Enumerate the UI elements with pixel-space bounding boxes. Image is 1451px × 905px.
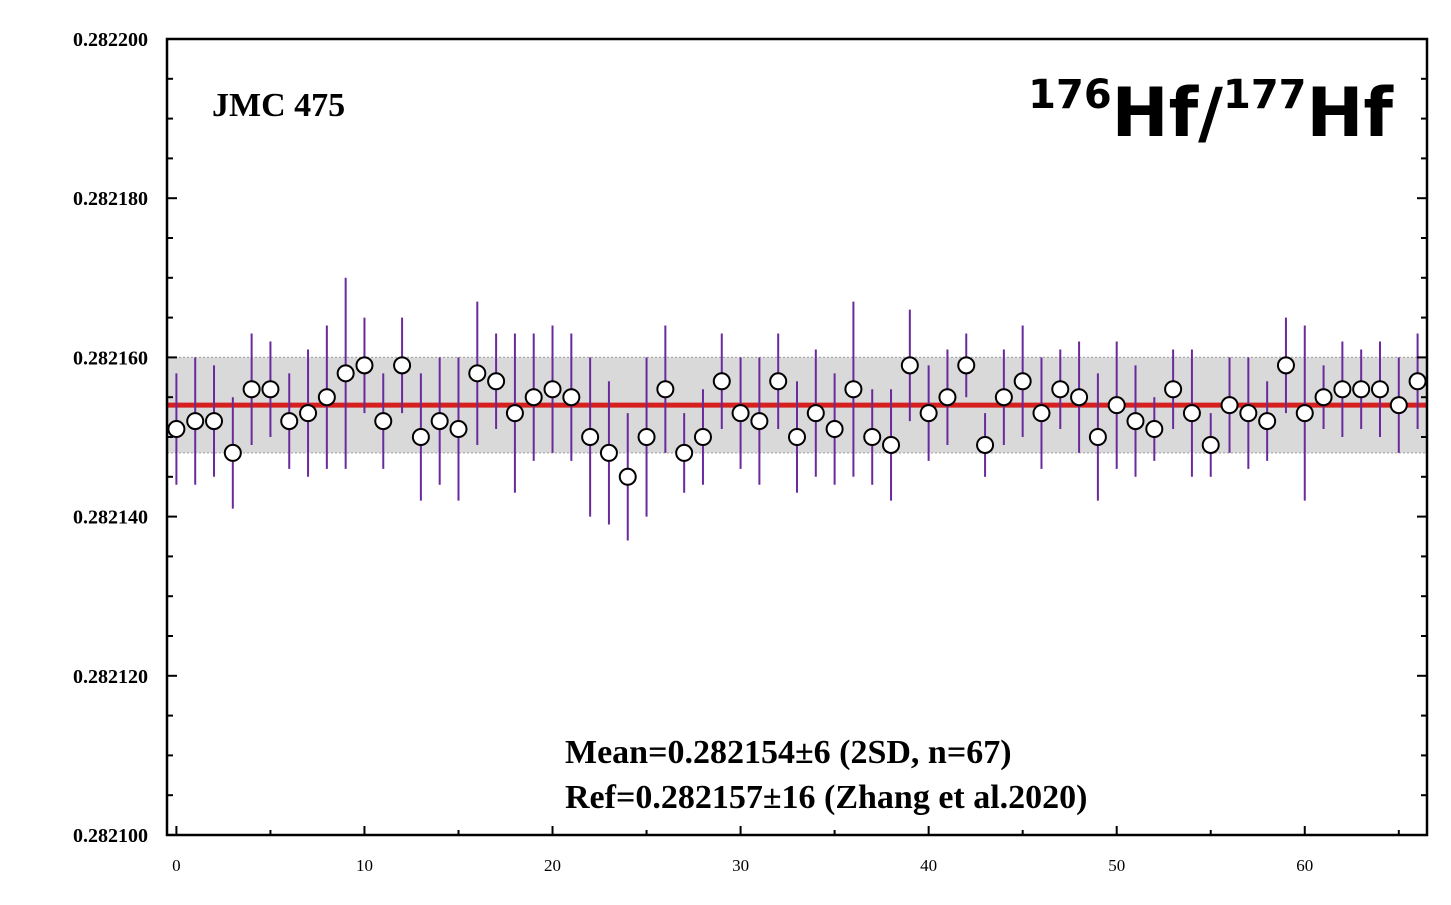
data-point: [919, 404, 938, 423]
stats-mean-text: Mean=0.282154±6 (2SD, n=67): [565, 734, 1012, 771]
data-point: [599, 443, 618, 462]
sample-label: JMC 475: [212, 87, 345, 124]
data-point: [1164, 380, 1183, 399]
data-point: [1352, 380, 1371, 399]
data-point: [1408, 372, 1427, 391]
stats-ref-text: Ref=0.282157±16 (Zhang et al.2020): [565, 779, 1088, 816]
data-point: [1145, 420, 1164, 439]
data-point: [806, 404, 825, 423]
data-point: [299, 404, 318, 423]
data-point: [712, 372, 731, 391]
data-point: [693, 428, 712, 446]
data-point: [1333, 380, 1352, 399]
data-point: [581, 428, 600, 446]
y-tick-label: 0.282120: [73, 666, 148, 688]
data-point: [562, 388, 581, 407]
ratio-label: 176Hf/177Hf: [1028, 72, 1394, 153]
data-point: [393, 356, 412, 375]
data-point: [994, 388, 1013, 407]
data-point: [261, 380, 280, 399]
ratio-separator: /: [1198, 74, 1223, 153]
data-point: [280, 412, 299, 431]
y-tick-label: 0.282160: [73, 347, 148, 369]
data-point: [543, 380, 562, 399]
x-tick-label: 50: [1108, 856, 1125, 875]
data-point: [1258, 412, 1277, 431]
data-point: [1107, 396, 1126, 415]
data-point: [1389, 396, 1408, 415]
data-point: [336, 364, 355, 383]
data-point: [1239, 404, 1258, 423]
data-point: [223, 443, 242, 462]
data-point: [1032, 404, 1051, 423]
data-point: [1126, 412, 1145, 431]
x-tick-label: 20: [544, 856, 561, 875]
data-point: [1201, 435, 1220, 454]
data-point: [524, 388, 543, 407]
data-point: [844, 380, 863, 399]
data-point: [317, 388, 336, 407]
data-point: [411, 428, 430, 446]
y-axis: 0.282100 0.282120 0.282140 0.282160 0.282180…: [73, 29, 1427, 847]
data-point: [1182, 404, 1201, 423]
x-tick-label: 30: [732, 856, 749, 875]
data-point: [1070, 388, 1089, 407]
data-point: [487, 372, 506, 391]
data-point: [167, 420, 186, 439]
data-point: [1314, 388, 1333, 407]
data-point: [656, 380, 675, 399]
y-tick-label: 0.282140: [73, 507, 148, 529]
data-point: [242, 380, 261, 399]
data-point: [750, 412, 769, 431]
data-point: [355, 356, 374, 375]
data-point: [374, 412, 393, 431]
data-point: [1013, 372, 1032, 391]
data-point: [1088, 428, 1107, 446]
data-point: [449, 420, 468, 439]
data-point: [938, 388, 957, 407]
y-tick-label: 0.282180: [73, 188, 148, 210]
ratio-num-mass: 176: [1028, 72, 1112, 118]
x-tick-label: 0: [172, 856, 181, 875]
data-point: [1276, 356, 1295, 375]
data-point: [637, 428, 656, 446]
data-point: [900, 356, 919, 375]
point-layer: [167, 356, 1427, 486]
data-point: [1220, 396, 1239, 415]
data-point: [731, 404, 750, 423]
data-point: [468, 364, 487, 383]
data-point: [863, 428, 882, 446]
ratio-den-element: Hf: [1307, 74, 1395, 153]
data-point: [976, 435, 995, 454]
data-point: [769, 372, 788, 391]
data-point: [882, 435, 901, 454]
data-point: [957, 356, 976, 375]
data-point: [505, 404, 524, 423]
data-point: [430, 412, 449, 431]
x-tick-label: 60: [1296, 856, 1313, 875]
x-tick-label: 10: [356, 856, 373, 875]
data-point: [1051, 380, 1070, 399]
x-tick-label: 40: [920, 856, 937, 875]
data-point: [788, 428, 806, 446]
data-point: [205, 412, 224, 431]
y-tick-label: 0.282100: [73, 825, 148, 847]
y-tick-label: 0.282200: [73, 29, 148, 51]
data-point: [825, 420, 844, 439]
ratio-num-element: Hf: [1112, 74, 1200, 153]
data-point: [186, 412, 205, 431]
x-axis: 0 10 20 30 40 50 60: [172, 826, 1400, 875]
data-point: [1295, 404, 1314, 423]
data-point: [675, 443, 694, 462]
data-point: [618, 467, 637, 486]
ratio-den-mass: 177: [1223, 72, 1307, 118]
data-point: [1370, 380, 1389, 399]
